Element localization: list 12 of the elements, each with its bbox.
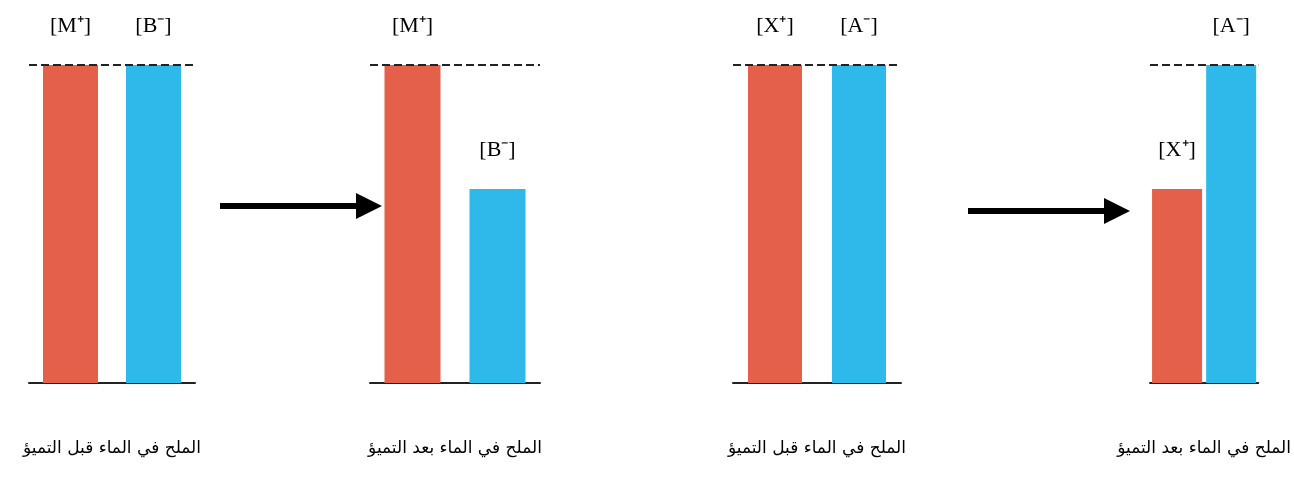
x-axis-title: الملح في الماء قبل التميؤ — [21, 436, 202, 458]
x-tick-label: [M⁺] — [391, 11, 434, 37]
x-axis-title: الملح في الماء بعد التميؤ — [1116, 436, 1291, 458]
x-tick-label: [B⁻] — [135, 11, 172, 37]
x-tick-label: [X⁺] — [756, 11, 794, 37]
x-tick-label: [A⁻] — [840, 11, 878, 37]
x-axis-title: الملح في الماء قبل التميؤ — [726, 436, 907, 458]
x-tick-label: [A⁻] — [1212, 11, 1250, 37]
x-tick-label: [X⁺] — [1158, 135, 1196, 161]
x-tick-label: [M⁺] — [49, 11, 92, 37]
x-axis-title: الملح في الماء بعد التميؤ — [367, 436, 542, 458]
x-tick-label: [B⁻] — [479, 135, 516, 161]
